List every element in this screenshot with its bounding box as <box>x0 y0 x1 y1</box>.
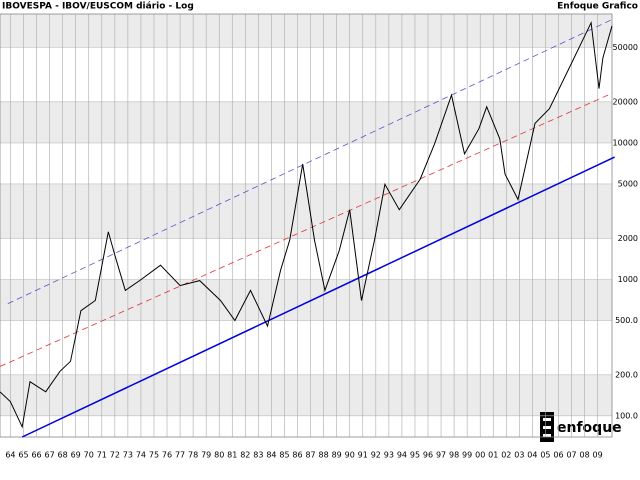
band <box>0 374 612 416</box>
source: Enfoque Grafico <box>557 2 638 12</box>
x-tick-label: 01 <box>488 451 498 460</box>
x-tick-label: 99 <box>462 451 472 460</box>
x-tick-label: 74 <box>136 451 146 460</box>
x-tick-label: 83 <box>253 451 263 460</box>
x-tick-label: 85 <box>279 451 289 460</box>
y-tick-label: 20000 <box>613 97 638 106</box>
logo-stripe <box>543 418 551 421</box>
x-tick-label: 69 <box>71 451 81 460</box>
x-tick-label: 77 <box>175 451 185 460</box>
band <box>0 279 612 321</box>
x-tick-label: 67 <box>44 451 54 460</box>
x-tick-label: 70 <box>84 451 94 460</box>
x-tick-label: 09 <box>593 451 603 460</box>
y-tick-label: 2000 <box>618 234 638 243</box>
x-tick-label: 95 <box>410 451 420 460</box>
x-tick-label: 03 <box>514 451 524 460</box>
x-tick-label: 94 <box>397 451 407 460</box>
x-tick-label: 06 <box>553 451 563 460</box>
y-tick-label: 200.0 <box>615 370 638 379</box>
x-tick-label: 07 <box>566 451 576 460</box>
x-tick-label: 66 <box>31 451 41 460</box>
x-tick-label: 02 <box>501 451 511 460</box>
y-tick-label: 10000 <box>613 138 638 147</box>
x-tick-label: 75 <box>149 451 159 460</box>
trendline <box>21 156 615 438</box>
x-tick-label: 80 <box>214 451 224 460</box>
y-tick-label: 100.0 <box>615 411 638 420</box>
x-tick-label: 00 <box>475 451 485 460</box>
y-tick-label: 500.0 <box>615 316 638 325</box>
x-tick-label: 91 <box>358 451 368 460</box>
x-tick-label: 82 <box>240 451 250 460</box>
logo-stripe <box>543 434 551 437</box>
x-tick-label: 81 <box>227 451 237 460</box>
plot-frame <box>0 13 613 438</box>
trendline <box>0 92 613 367</box>
x-tick-label: 90 <box>345 451 355 460</box>
x-tick-label: 84 <box>266 451 276 460</box>
logo: enfoque <box>540 412 622 442</box>
x-tick-label: 98 <box>449 451 459 460</box>
band <box>0 14 612 48</box>
logo-stripe <box>543 426 551 429</box>
band <box>0 101 612 143</box>
x-tick-label: 86 <box>292 451 302 460</box>
trendline <box>7 19 613 305</box>
x-tick-label: 68 <box>58 451 68 460</box>
x-tick-label: 04 <box>527 451 537 460</box>
y-tick-label: 5000 <box>618 179 638 188</box>
chart-title: IBOVESPA - IBOV/EUSCOM diário - Log <box>2 2 194 12</box>
y-tick-label: 1000 <box>618 275 638 284</box>
x-tick-label: 65 <box>18 451 28 460</box>
x-tick-label: 08 <box>580 451 590 460</box>
x-tick-label: 71 <box>97 451 107 460</box>
x-tick-label: 78 <box>188 451 198 460</box>
x-tick-label: 76 <box>162 451 172 460</box>
x-tick-label: 72 <box>110 451 120 460</box>
x-tick-label: 92 <box>371 451 381 460</box>
x-tick-label: 93 <box>384 451 394 460</box>
x-tick-label: 88 <box>319 451 329 460</box>
x-tick-label: 64 <box>5 451 15 460</box>
x-tick-label: 96 <box>423 451 433 460</box>
logo-text: enfoque <box>557 420 622 436</box>
x-tick-label: 73 <box>123 451 133 460</box>
x-tick-label: 87 <box>305 451 315 460</box>
y-tick-label: 50000 <box>613 43 638 52</box>
x-tick-label: 97 <box>436 451 446 460</box>
x-tick-label: 05 <box>540 451 550 460</box>
x-tick-label: 79 <box>201 451 211 460</box>
x-tick-label: 89 <box>332 451 342 460</box>
price-line <box>0 20 613 429</box>
